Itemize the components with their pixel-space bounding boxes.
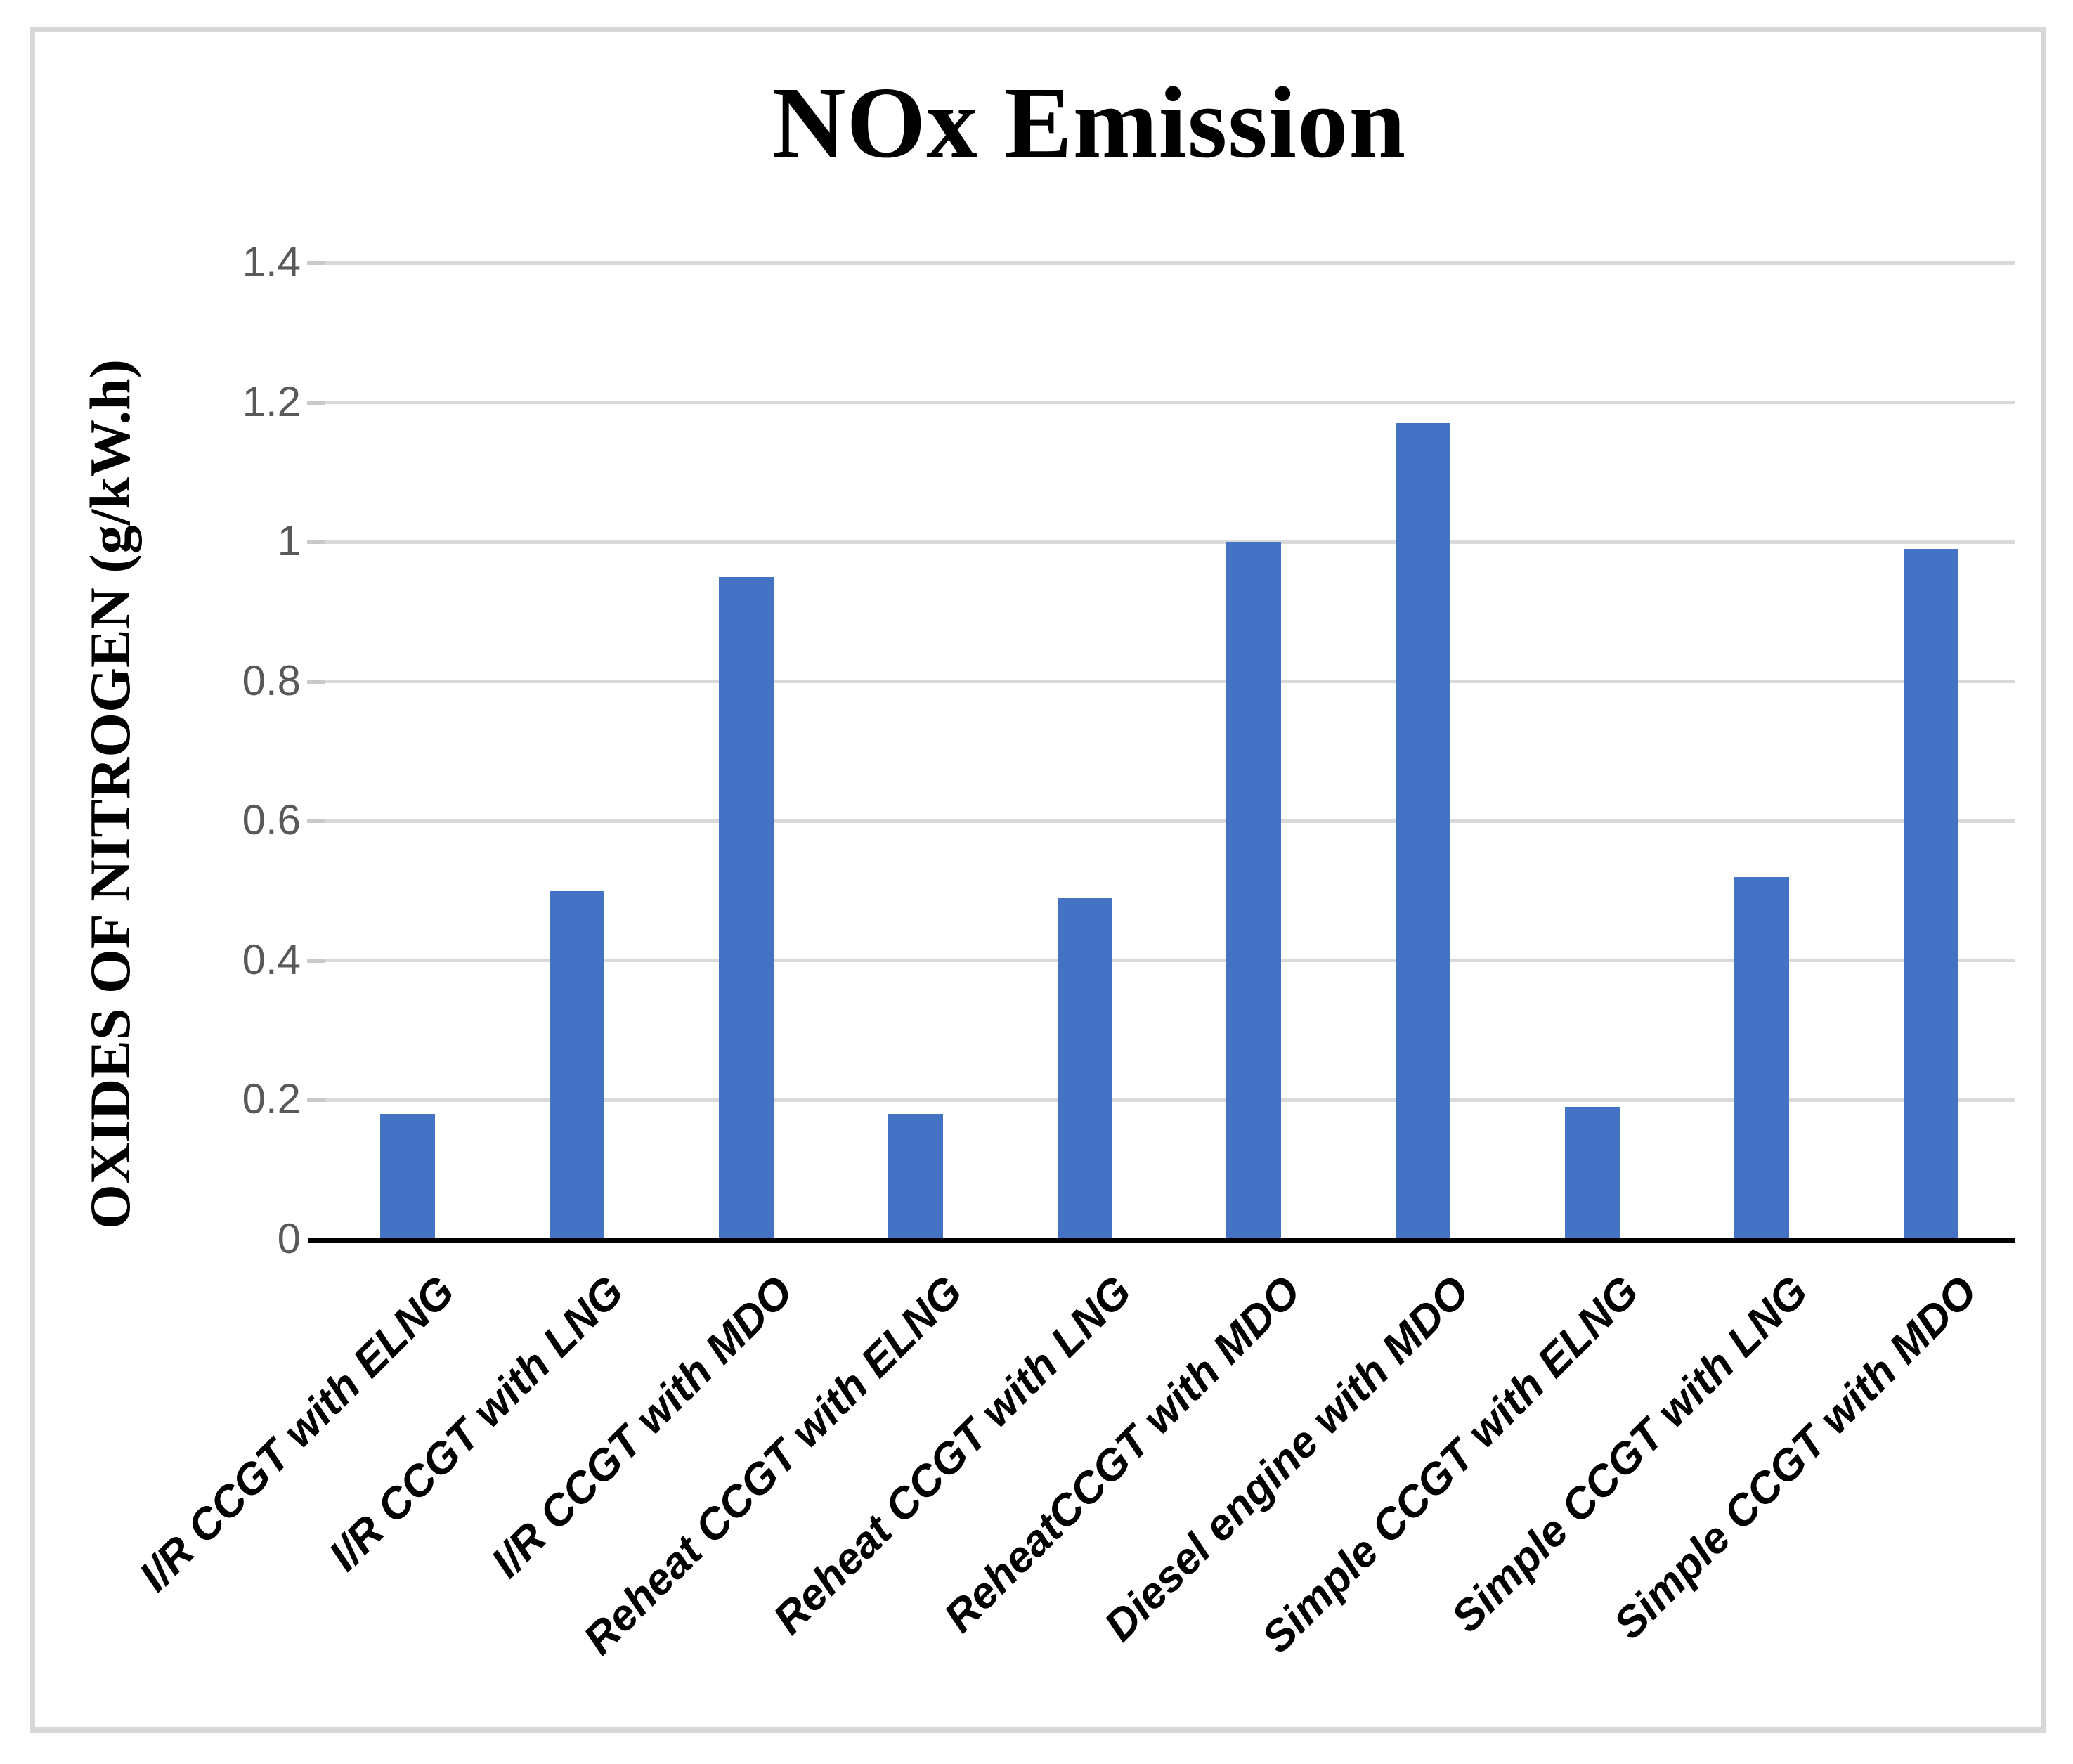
y-gridline	[323, 261, 2015, 265]
bar	[1734, 876, 1789, 1240]
bar	[719, 576, 774, 1240]
bar	[1226, 542, 1282, 1240]
y-gridline	[323, 401, 2015, 405]
y-axis-tick-label: 0.8	[242, 656, 301, 704]
y-gridline	[323, 819, 2015, 823]
chart-title: NOx Emission	[772, 67, 1407, 179]
bar	[1057, 897, 1112, 1240]
bar	[1565, 1107, 1620, 1240]
y-axis-tick-label: 0.2	[242, 1075, 301, 1123]
bar	[380, 1114, 436, 1240]
y-tick-mark	[307, 679, 325, 684]
y-gridline	[323, 1098, 2015, 1102]
y-tick-mark	[307, 958, 325, 963]
y-tick-mark	[307, 540, 325, 545]
y-axis-title: OXIDES OF NITROGEN (g/kW.h)	[78, 359, 142, 1229]
y-axis-tick-label: 0.4	[242, 935, 301, 983]
y-tick-mark	[307, 819, 325, 824]
y-gridline	[323, 540, 2015, 544]
y-axis-tick-label: 0	[277, 1215, 301, 1262]
y-tick-mark	[307, 400, 325, 405]
y-gridline	[323, 959, 2015, 963]
y-axis-tick-label: 1.2	[242, 377, 301, 425]
y-gridline	[323, 680, 2015, 684]
y-tick-mark	[307, 261, 325, 265]
chart-frame	[30, 27, 2046, 1733]
bar	[1903, 549, 1958, 1240]
bar	[1396, 423, 1451, 1240]
y-axis-tick-label: 1	[277, 517, 301, 565]
bar	[550, 890, 605, 1240]
x-axis-line	[308, 1237, 2015, 1243]
y-axis-tick-label: 1.4	[242, 238, 301, 285]
bar	[888, 1114, 943, 1240]
y-tick-mark	[307, 1098, 325, 1103]
y-axis-tick-label: 0.6	[242, 796, 301, 844]
